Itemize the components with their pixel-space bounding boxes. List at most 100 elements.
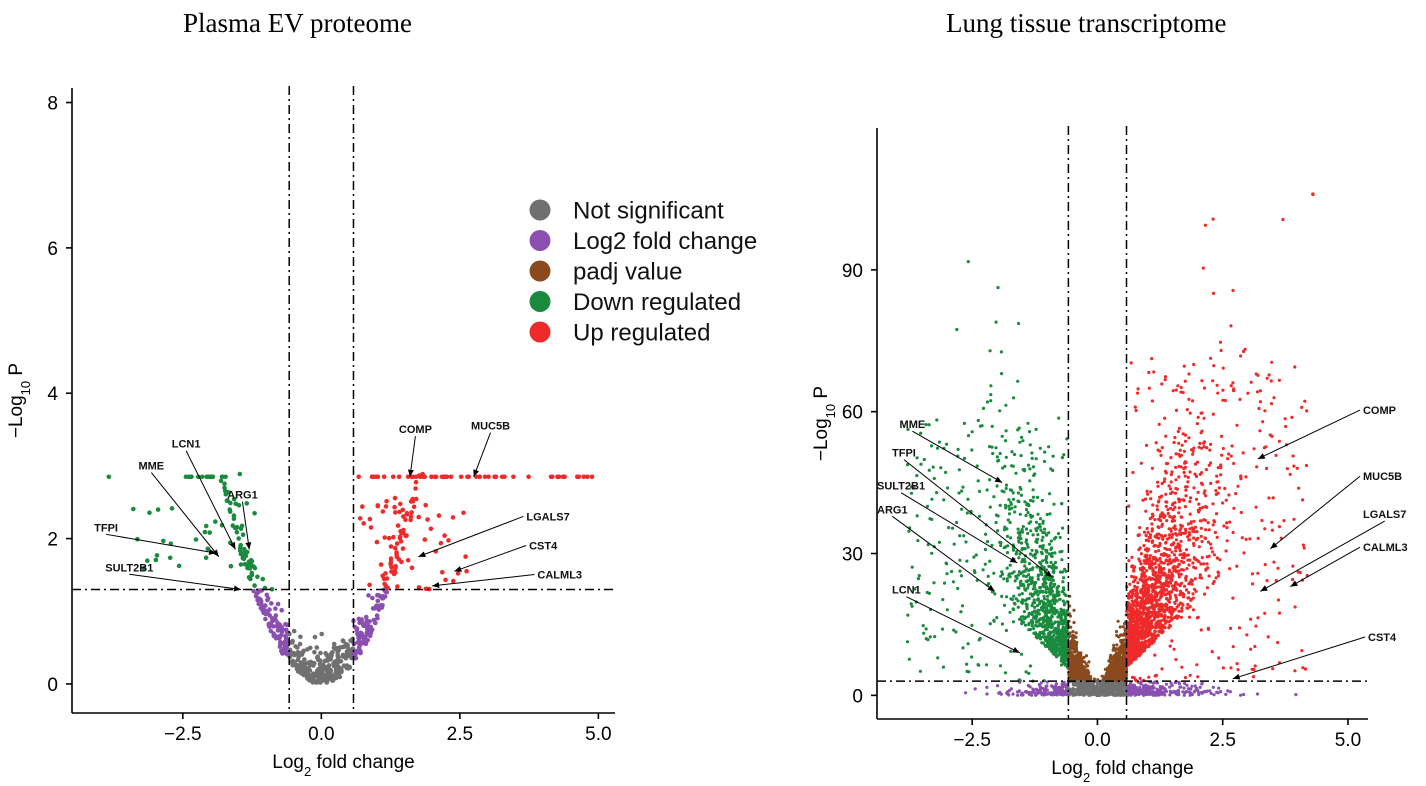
left-point xyxy=(408,499,414,504)
right-point xyxy=(1163,416,1167,420)
right-point xyxy=(1125,609,1129,613)
right-point xyxy=(1147,675,1151,679)
right-point xyxy=(1179,385,1183,390)
right-point xyxy=(1164,504,1168,508)
left-point xyxy=(581,474,587,480)
right-point xyxy=(1139,588,1143,593)
left-point xyxy=(318,650,323,656)
right-point xyxy=(1155,504,1159,508)
left-point xyxy=(325,658,331,663)
left-point xyxy=(411,504,417,510)
left-point xyxy=(310,674,315,679)
left-point xyxy=(223,474,228,480)
right-point xyxy=(1203,223,1207,227)
right-point xyxy=(1000,570,1004,574)
left-point xyxy=(440,570,445,575)
right-point xyxy=(1007,693,1011,697)
right-point xyxy=(1074,631,1078,635)
right-point xyxy=(1221,366,1225,370)
right-point xyxy=(1198,519,1202,523)
left-point xyxy=(312,634,318,640)
right-point xyxy=(1188,527,1192,531)
right-point xyxy=(1173,608,1177,612)
right-point xyxy=(1004,429,1008,433)
right-point xyxy=(1025,542,1029,547)
right-point xyxy=(1130,595,1134,600)
left-point xyxy=(333,672,338,677)
gene-label-muc5b: MUC5B xyxy=(471,421,510,433)
left-point xyxy=(373,620,378,626)
right-point xyxy=(1053,560,1058,565)
right-point xyxy=(966,260,970,264)
right-point xyxy=(997,691,1001,695)
right-point xyxy=(1005,595,1009,599)
right-point xyxy=(1176,614,1181,619)
left-point xyxy=(388,544,394,549)
right-point xyxy=(1087,660,1091,664)
gene-arrowhead-lcn1 xyxy=(229,541,236,550)
right-point xyxy=(1157,518,1161,522)
right-point xyxy=(1242,692,1246,697)
right-point xyxy=(1034,540,1038,544)
right-point xyxy=(1199,562,1203,566)
left-point xyxy=(291,662,296,668)
right-point xyxy=(1022,574,1026,578)
right-point xyxy=(1030,604,1034,608)
gene-label-lcn1: LCN1 xyxy=(172,439,201,451)
right-point xyxy=(1198,573,1202,577)
right-point xyxy=(1147,584,1151,588)
right-point xyxy=(1170,470,1174,474)
right-point xyxy=(1167,484,1171,488)
left-point xyxy=(357,516,363,521)
right-point xyxy=(1184,529,1188,533)
left-point xyxy=(298,634,303,640)
right-point xyxy=(1030,624,1034,628)
left-point xyxy=(228,563,234,569)
left-point xyxy=(283,634,289,640)
right-point xyxy=(1165,461,1170,466)
right-point xyxy=(1158,591,1162,595)
right-point xyxy=(1131,591,1135,595)
left-point xyxy=(281,646,287,651)
right-point xyxy=(1200,691,1204,695)
left-point xyxy=(438,540,444,546)
right-point xyxy=(1173,600,1177,604)
right-point xyxy=(1206,540,1211,544)
right-point xyxy=(1196,536,1200,541)
right-point xyxy=(1227,452,1231,456)
right-point xyxy=(1149,594,1153,599)
right-point xyxy=(1053,601,1057,606)
right-point xyxy=(1053,642,1057,647)
right-point xyxy=(1217,686,1221,690)
left-point xyxy=(450,515,456,520)
left-point xyxy=(463,554,468,559)
right-point xyxy=(1174,478,1178,482)
right-point xyxy=(1228,520,1232,524)
left-point xyxy=(260,605,265,610)
right-point xyxy=(1195,460,1199,464)
left-point xyxy=(380,573,386,579)
right-point xyxy=(1191,449,1195,453)
left-point xyxy=(422,474,428,480)
right-point xyxy=(1193,525,1198,529)
left-point xyxy=(258,599,264,604)
right-x-tick-label: 0.0 xyxy=(1084,730,1110,751)
right-y-tick-label: 30 xyxy=(842,545,863,566)
left-point xyxy=(227,509,233,514)
left-point xyxy=(367,516,373,522)
right-point xyxy=(1164,541,1168,545)
right-point xyxy=(1095,684,1099,689)
right-point xyxy=(1164,553,1168,557)
right-point xyxy=(1228,690,1232,694)
right-point xyxy=(1058,597,1062,601)
right-point xyxy=(1026,510,1030,515)
left-point xyxy=(337,674,343,680)
right-point xyxy=(1173,615,1177,620)
gene-arrowhead-sult2b1 xyxy=(233,585,241,592)
right-point xyxy=(1186,558,1190,562)
right-point xyxy=(1243,347,1247,351)
right-point xyxy=(1166,508,1170,512)
right-point xyxy=(1209,481,1213,485)
left-point xyxy=(355,640,360,645)
right-point xyxy=(1038,685,1042,689)
